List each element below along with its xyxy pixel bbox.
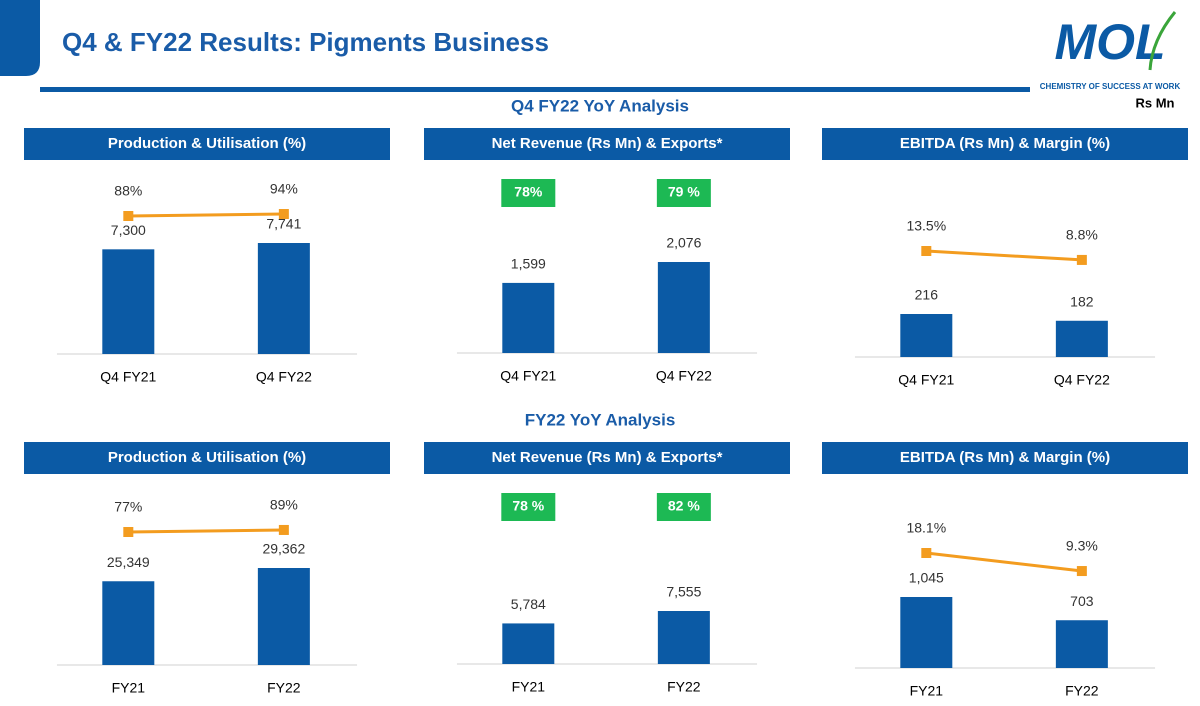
- bar: [1055, 620, 1108, 668]
- chart-title: EBITDA (Rs Mn) & Margin (%): [900, 449, 1110, 466]
- line-marker: [1076, 254, 1087, 265]
- chart-title: Net Revenue (Rs Mn) & Exports*: [492, 449, 723, 466]
- line-value-label: 77%: [114, 499, 142, 515]
- line-marker: [123, 211, 134, 221]
- x-tick-label: Q4 FY22: [656, 368, 712, 384]
- bar-value-label: 2,076: [666, 235, 701, 251]
- bar: [257, 568, 310, 665]
- chart-title-bar: [822, 128, 1188, 160]
- chart-title-bar: [822, 442, 1188, 474]
- line-marker: [921, 548, 932, 558]
- line-value-label: 94%: [270, 181, 298, 197]
- margin-line: [926, 249, 1082, 262]
- export-badge: [501, 179, 556, 207]
- chart-title-bar: [424, 128, 790, 160]
- x-tick-label: Q4 FY21: [898, 372, 954, 388]
- chart-title: Production & Utilisation (%): [108, 135, 306, 152]
- x-tick-label: FY21: [910, 683, 944, 699]
- export-badge: [656, 179, 711, 207]
- line-value-label: 89%: [270, 497, 298, 513]
- bar-value-label: 7,741: [266, 216, 301, 232]
- bar-value-label: 7,300: [111, 222, 146, 238]
- chart-title: Net Revenue (Rs Mn) & Exports*: [492, 135, 723, 152]
- line-marker: [123, 527, 134, 537]
- margin-line: [128, 212, 284, 218]
- header-rule: [40, 87, 1030, 92]
- chart-title-bar: [24, 442, 390, 474]
- x-tick-label: Q4 FY21: [100, 369, 156, 385]
- export-badge-label: 79 %: [668, 184, 700, 200]
- bar: [900, 597, 953, 668]
- x-tick-label: FY22: [1065, 683, 1099, 699]
- x-tick-label: FY22: [667, 679, 701, 695]
- logo-leaf: [1148, 11, 1177, 71]
- line-marker: [1076, 566, 1087, 577]
- bar-value-label: 703: [1070, 593, 1094, 609]
- bar-value-label: 1,045: [909, 570, 944, 586]
- bar: [102, 581, 155, 665]
- x-tick-label: FY21: [512, 679, 546, 695]
- export-badge-label: 82 %: [668, 498, 700, 514]
- logo-name: MOL: [1054, 14, 1165, 70]
- line-value-label: 9.3%: [1066, 538, 1098, 554]
- bar-value-label: 25,349: [107, 554, 150, 570]
- x-tick-label: FY21: [112, 680, 146, 696]
- bar-value-label: 216: [915, 287, 939, 303]
- bar: [502, 623, 555, 664]
- chart-title-bar: [424, 442, 790, 474]
- slide-title: Q4 & FY22 Results: Pigments Business: [62, 27, 549, 57]
- bar-value-label: 7,555: [666, 584, 701, 600]
- line-value-label: 88%: [114, 183, 142, 199]
- bar: [1055, 320, 1108, 357]
- line-value-label: 13.5%: [906, 218, 946, 234]
- x-tick-label: Q4 FY22: [256, 369, 312, 385]
- bar-value-label: 29,362: [262, 541, 305, 557]
- chart-title-bar: [24, 128, 390, 160]
- chart-title: EBITDA (Rs Mn) & Margin (%): [900, 135, 1110, 152]
- margin-line: [926, 551, 1083, 573]
- bar-value-label: 5,784: [511, 596, 546, 612]
- x-tick-label: Q4 FY21: [500, 368, 556, 384]
- chart-title: Production & Utilisation (%): [108, 449, 306, 466]
- bar-value-label: 1,599: [511, 256, 546, 272]
- bar-value-label: 182: [1070, 293, 1094, 309]
- section-title: Q4 FY22 YoY Analysis: [511, 96, 689, 115]
- line-value-label: 8.8%: [1066, 227, 1098, 243]
- logo-tagline: CHEMISTRY OF SUCCESS AT WORK: [1040, 82, 1181, 91]
- bar: [657, 262, 710, 353]
- export-badge: [501, 493, 556, 521]
- bar: [900, 314, 953, 357]
- bar: [257, 243, 310, 354]
- line-marker: [278, 524, 289, 535]
- export-badge-label: 78%: [514, 184, 543, 200]
- export-badge: [656, 493, 711, 521]
- section-title: FY22 YoY Analysis: [525, 410, 676, 429]
- line-marker: [278, 209, 289, 220]
- x-tick-label: Q4 FY22: [1054, 372, 1110, 388]
- unit-label: Rs Mn: [1136, 95, 1175, 110]
- line-value-label: 18.1%: [906, 520, 946, 536]
- bar: [102, 249, 155, 354]
- corner-tab: [0, 0, 40, 76]
- margin-line: [128, 528, 284, 534]
- line-marker: [921, 246, 932, 256]
- logo-box: [1044, 12, 1196, 80]
- bar: [502, 282, 555, 353]
- x-tick-label: FY22: [267, 680, 301, 696]
- bar: [657, 611, 710, 664]
- export-badge-label: 78 %: [512, 498, 544, 514]
